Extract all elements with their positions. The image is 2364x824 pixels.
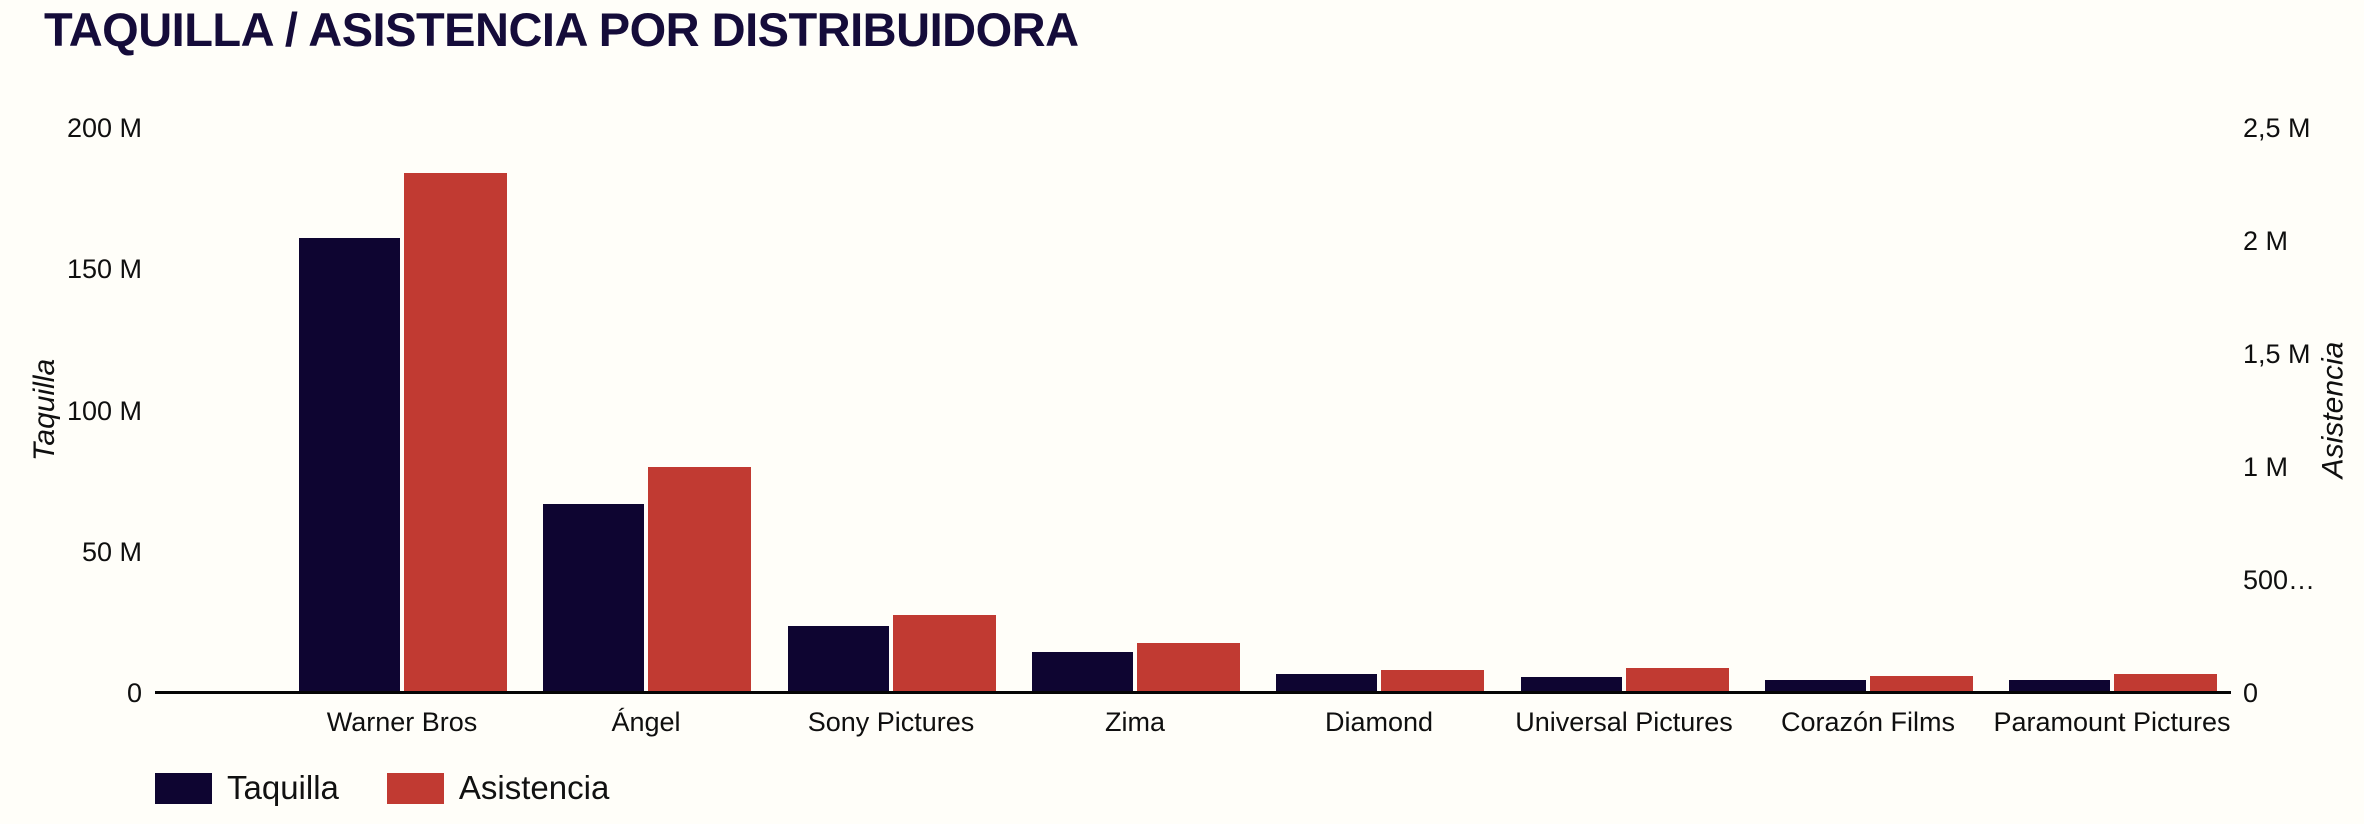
left-tick-label: 50 M (81, 537, 142, 567)
category-label: Diamond (1324, 707, 1434, 737)
bar-taquilla (1276, 674, 1377, 693)
left-tick-label: 150 M (66, 254, 142, 284)
bar-taquilla (1765, 680, 1866, 693)
right-tick-label: 2 M (2243, 226, 2289, 256)
left-tick-label: 100 M (66, 396, 142, 426)
bar-asistencia (1626, 668, 1729, 693)
left-tick-label: 200 M (66, 113, 142, 143)
bar-asistencia (648, 467, 751, 693)
right-tick-label: 0 (2243, 678, 2259, 708)
category-label: Zima (1105, 707, 1165, 737)
right-tick-label: 500… (2243, 565, 2316, 595)
bar-asistencia (404, 173, 507, 693)
bar-asistencia (893, 615, 996, 693)
bar-taquilla (2009, 680, 2110, 693)
legend-item-asistencia: Asistencia (386, 769, 610, 807)
bar-taquilla (1521, 677, 1622, 693)
bar-taquilla (299, 238, 400, 693)
bar-taquilla (543, 504, 644, 693)
right-axis-title: Asistencia (2316, 341, 2350, 479)
right-tick-label: 1,5 M (2243, 339, 2311, 369)
legend-swatch-taquilla (155, 772, 212, 804)
bar-asistencia (2114, 674, 2217, 693)
category-label: Corazón Films (1780, 707, 1956, 737)
category-label: Warner Bros (326, 707, 478, 737)
bar-taquilla (788, 626, 889, 693)
category-label: Paramount Pictures (1993, 707, 2231, 737)
legend-swatch-asistencia (386, 772, 444, 804)
bar-asistencia (1381, 670, 1484, 693)
bar-asistencia (1137, 643, 1240, 693)
bar-taquilla (1032, 652, 1133, 693)
legend-label: Asistencia (458, 769, 610, 806)
right-tick-label: 2,5 M (2243, 113, 2311, 143)
chart-title: TAQUILLA / ASISTENCIA POR DISTRIBUIDORA (44, 3, 1079, 56)
legend-item-taquilla: Taquilla (155, 769, 339, 807)
legend-label: Taquilla (227, 769, 339, 806)
category-label: Ángel (611, 707, 681, 737)
left-tick-label: 0 (126, 678, 142, 708)
bar-asistencia (1870, 676, 1973, 693)
x-axis-line (155, 691, 2231, 694)
category-label: Universal Pictures (1515, 707, 1733, 737)
right-tick-label: 1 M (2243, 452, 2289, 482)
legend: Taquilla Asistencia (155, 769, 609, 807)
category-label: Sony Pictures (807, 707, 975, 737)
